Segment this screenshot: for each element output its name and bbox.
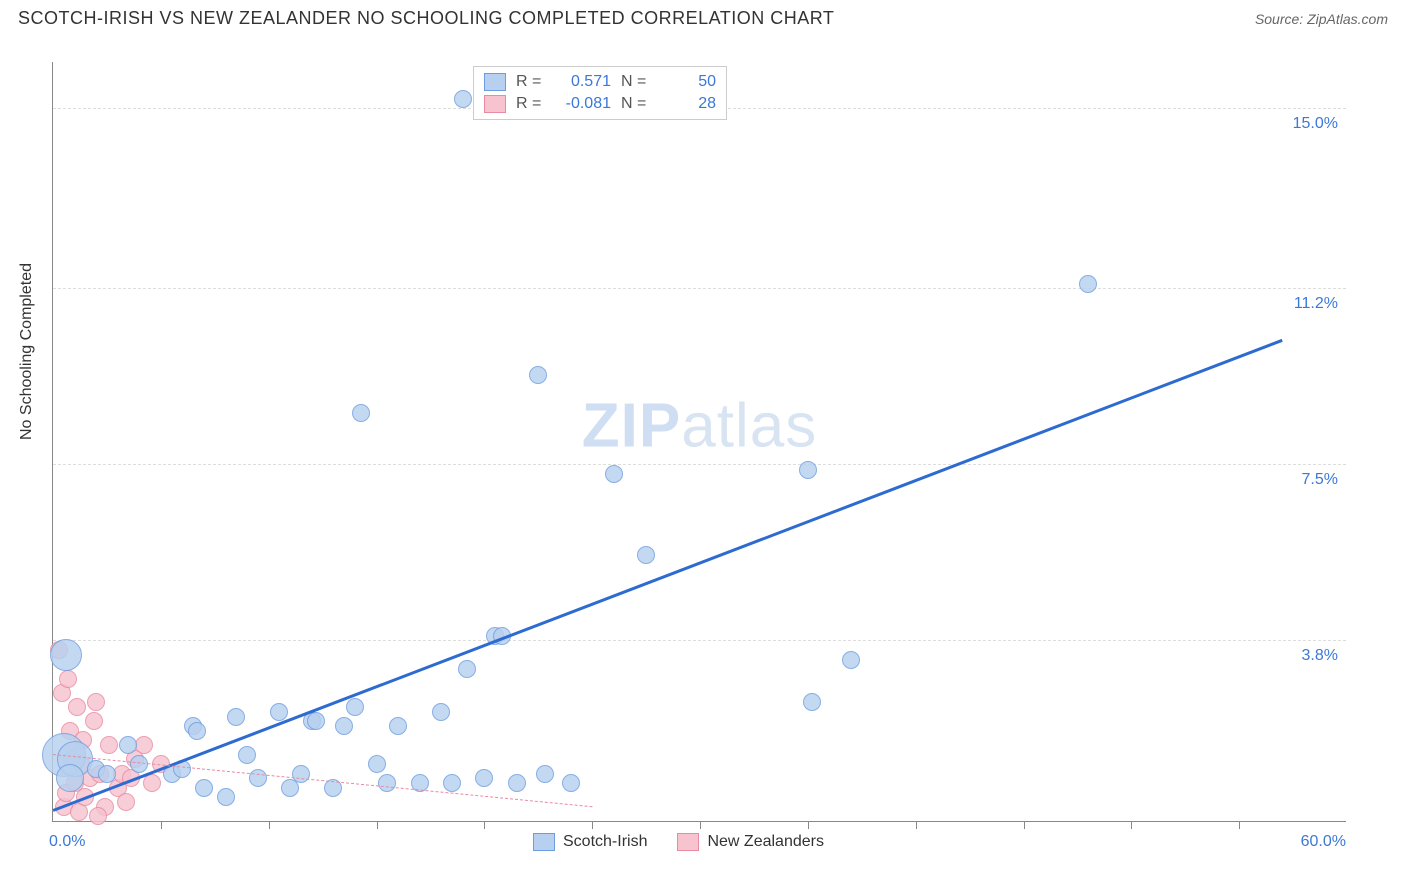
gridline [53,640,1346,641]
x-tick [484,821,485,829]
r-value-a: 0.571 [556,73,611,91]
x-tick [269,821,270,829]
watermark-light: atlas [681,392,817,461]
marker-a [443,774,461,792]
marker-a [562,774,580,792]
series-legend-b: New Zealanders [677,833,824,851]
marker-a [227,708,245,726]
correlation-legend: R = 0.571 N = 50 R = -0.081 N = 28 [473,66,727,120]
x-tick [377,821,378,829]
marker-a [217,788,235,806]
n-value-a: 50 [661,73,716,91]
x-tick [808,821,809,829]
marker-b [143,774,161,792]
marker-a [475,769,493,787]
watermark: ZIPatlas [582,391,817,462]
marker-a [249,769,267,787]
y-tick-label: 11.2% [1294,295,1338,313]
n-value-b: 28 [661,95,716,113]
marker-a [842,651,860,669]
marker-b [117,793,135,811]
chart-title: SCOTCH-IRISH VS NEW ZEALANDER NO SCHOOLI… [18,8,834,29]
swatch-b-icon [677,833,699,851]
n-label-b: N = [621,95,651,113]
scatter-chart: ZIPatlas R = 0.571 N = 50 R = -0.081 N =… [52,62,1346,822]
marker-b [89,807,107,825]
marker-a [803,693,821,711]
x-tick [916,821,917,829]
watermark-bold: ZIP [582,392,681,461]
source-attribution: Source: ZipAtlas.com [1255,11,1388,27]
marker-a [352,404,370,422]
swatch-series-a [484,73,506,91]
n-label-a: N = [621,73,651,91]
trendline-a [53,339,1283,812]
marker-a [346,698,364,716]
gridline [53,464,1346,465]
y-tick-label: 7.5% [1302,471,1338,489]
y-axis-label: No Schooling Completed [18,263,36,440]
marker-a [454,90,472,108]
marker-a [799,461,817,479]
x-tick [1131,821,1132,829]
marker-a [529,366,547,384]
marker-a [605,465,623,483]
source-name: ZipAtlas.com [1307,11,1388,27]
marker-a [637,546,655,564]
x-max-label: 60.0% [1301,833,1346,851]
marker-a [335,717,353,735]
x-tick [700,821,701,829]
marker-a [119,736,137,754]
marker-b [85,712,103,730]
source-prefix: Source: [1255,11,1307,27]
marker-a [56,764,84,792]
marker-a [98,765,116,783]
x-tick [161,821,162,829]
marker-b [100,736,118,754]
marker-a [307,712,325,730]
marker-a [458,660,476,678]
marker-a [50,639,82,671]
y-tick-label: 15.0% [1293,115,1338,133]
legend-row-b: R = -0.081 N = 28 [484,93,716,115]
series-legend: Scotch-Irish New Zealanders [533,833,824,851]
series-b-label: New Zealanders [707,833,824,851]
marker-a [188,722,206,740]
marker-a [270,703,288,721]
marker-a [238,746,256,764]
marker-b [68,698,86,716]
marker-b [87,693,105,711]
marker-a [292,765,310,783]
marker-a [389,717,407,735]
x-min-label: 0.0% [49,833,85,851]
swatch-a-icon [533,833,555,851]
x-tick [592,821,593,829]
y-tick-label: 3.8% [1302,647,1338,665]
series-legend-a: Scotch-Irish [533,833,647,851]
chart-header: SCOTCH-IRISH VS NEW ZEALANDER NO SCHOOLI… [0,0,1406,33]
marker-a [508,774,526,792]
swatch-series-b [484,95,506,113]
marker-a [195,779,213,797]
marker-b [59,670,77,688]
marker-a [1079,275,1097,293]
r-label-a: R = [516,73,546,91]
x-tick [1024,821,1025,829]
series-a-label: Scotch-Irish [563,833,647,851]
gridline [53,288,1346,289]
r-value-b: -0.081 [556,95,611,113]
x-tick [1239,821,1240,829]
r-label-b: R = [516,95,546,113]
marker-a [378,774,396,792]
marker-a [536,765,554,783]
marker-a [432,703,450,721]
marker-a [368,755,386,773]
legend-row-a: R = 0.571 N = 50 [484,71,716,93]
